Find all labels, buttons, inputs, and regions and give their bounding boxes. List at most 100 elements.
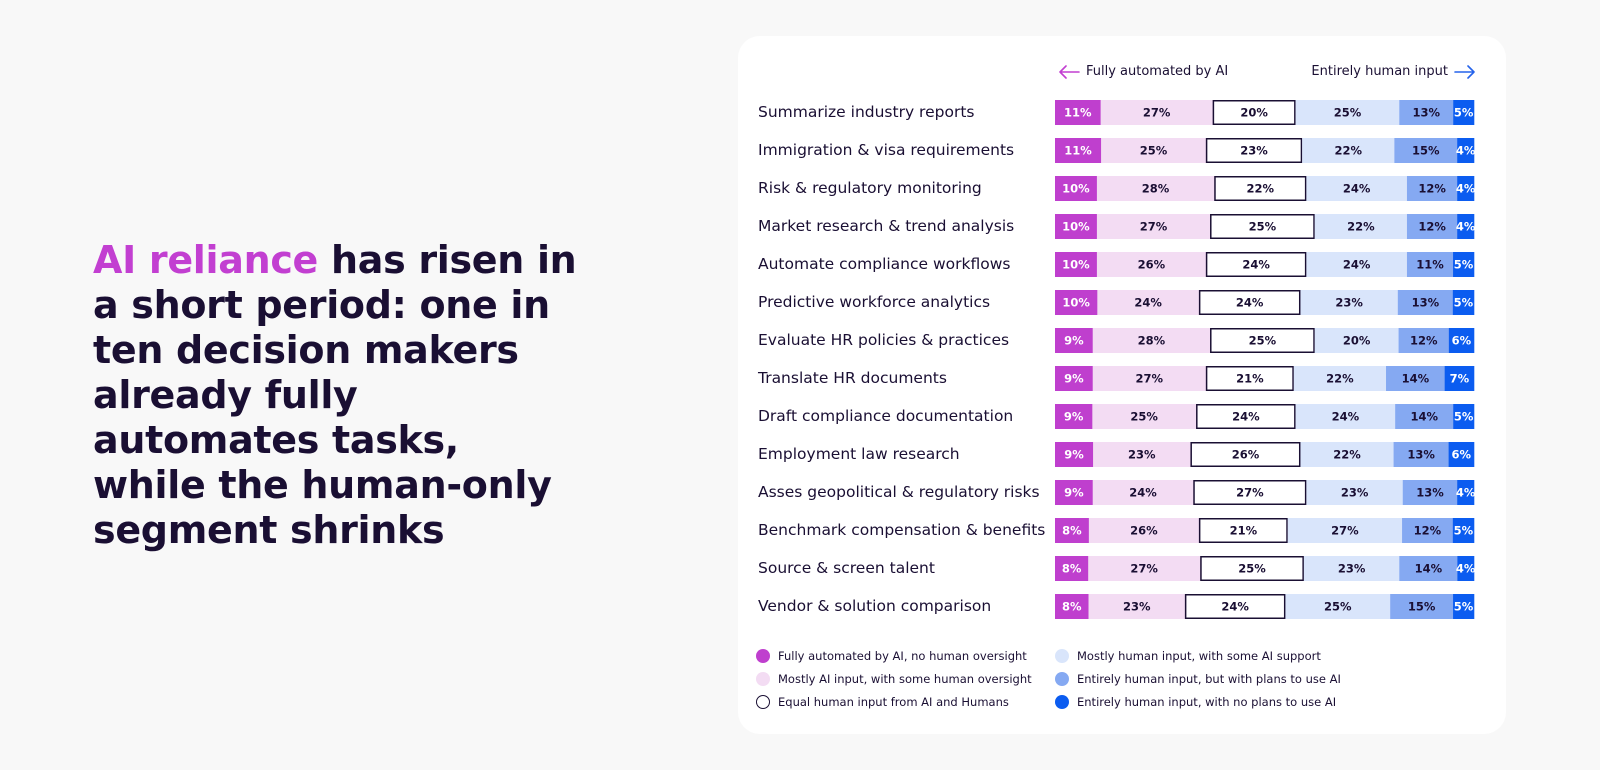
bar-segment-s5: [1399, 556, 1458, 581]
bar-segment-s4: [1303, 556, 1400, 581]
bar-segment-s2: [1092, 366, 1207, 391]
data-label: 27%: [1140, 220, 1168, 234]
bar-segment-s4: [1306, 480, 1404, 505]
bar-segment-s3: [1200, 556, 1304, 581]
bar-segment-s4: [1295, 404, 1396, 429]
bar-segment-s1: [1055, 176, 1098, 201]
bar-segment-s3: [1193, 480, 1307, 505]
legend-swatch: [1055, 695, 1069, 709]
data-label: 22%: [1247, 182, 1275, 196]
bar-segment-s6: [1457, 214, 1475, 239]
data-label: 15%: [1412, 144, 1440, 158]
row-label: Vendor & solution comparison: [758, 597, 991, 615]
bar-segment-s3: [1214, 176, 1307, 201]
bar-row-predictive-workforce-analytics: Predictive workforce analytics 10% 24% 24% 2…: [758, 290, 1475, 315]
bar-segment-s5: [1398, 328, 1450, 353]
data-label: 6%: [1452, 334, 1472, 348]
bar-row-employment-law-research: Employment law research 9% 23% 26% 22% 13% 6%: [758, 442, 1475, 467]
row-label: Source & screen talent: [758, 559, 935, 577]
data-label: 25%: [1140, 144, 1168, 158]
data-label: 25%: [1249, 334, 1277, 348]
legend-item-entirely-human-input-but-with-plans-to-use-ai: Entirely human input, but with plans to …: [1055, 672, 1341, 686]
bar-segment-s3: [1184, 594, 1286, 619]
bar-segment-s2: [1092, 404, 1197, 429]
row-label: Immigration & visa requirements: [758, 141, 1014, 159]
data-label: 12%: [1418, 182, 1446, 196]
bar-segment-s1: [1055, 100, 1101, 125]
data-label: 5%: [1454, 296, 1474, 310]
legend-label: Mostly AI input, with some human oversig…: [778, 672, 1032, 686]
data-label: 24%: [1242, 258, 1270, 272]
data-label: 23%: [1240, 144, 1268, 158]
bar-segment-s2: [1088, 556, 1201, 581]
data-label: 25%: [1334, 106, 1362, 120]
bar-segment-s4: [1295, 100, 1400, 125]
bar-segment-s1: [1055, 556, 1089, 581]
bar-segment-s6: [1452, 290, 1475, 315]
row-label: Automate compliance workflows: [758, 255, 1011, 273]
bar-segment-s1: [1055, 252, 1098, 277]
data-label: 13%: [1412, 296, 1440, 310]
bar-segment-s5: [1399, 100, 1454, 125]
stacked-bar-chart: Summarize industry reports 11% 27% 20% 25% 13…: [757, 100, 1476, 619]
data-label: 8%: [1062, 600, 1082, 614]
data-label: 25%: [1249, 220, 1277, 234]
data-label: 12%: [1410, 334, 1438, 348]
bar-segment-s4: [1314, 214, 1408, 239]
bar-segment-s2: [1101, 138, 1207, 163]
data-label: 25%: [1324, 600, 1352, 614]
bar-segment-s2: [1100, 100, 1213, 125]
bar-segment-s4: [1287, 518, 1403, 543]
legend-swatch: [756, 695, 770, 709]
bar-segment-s3: [1212, 100, 1296, 125]
bar-segment-s6: [1453, 404, 1475, 429]
data-label: 9%: [1064, 334, 1084, 348]
data-label: 5%: [1454, 524, 1474, 538]
data-label: 26%: [1138, 258, 1166, 272]
data-label: 14%: [1410, 410, 1438, 424]
headline: AI reliance has risen in a short period:…: [93, 238, 583, 553]
bar-segment-s1: [1055, 290, 1098, 315]
bar-segment-s6: [1457, 138, 1475, 163]
row-label: Asses geopolitical & regulatory risks: [758, 483, 1040, 501]
row-label: Translate HR documents: [757, 369, 947, 387]
data-label: 20%: [1343, 334, 1371, 348]
data-label: 24%: [1232, 410, 1260, 424]
bar-segment-s6: [1448, 442, 1475, 467]
data-label: 8%: [1062, 562, 1082, 576]
legend-swatch: [756, 672, 770, 686]
bar-row-asses-geopolitical-regulatory-risks: Asses geopolitical & regulatory risks 9% 2…: [758, 480, 1476, 505]
bar-segment-s5: [1406, 214, 1458, 239]
data-label: 24%: [1236, 296, 1264, 310]
data-label: 22%: [1333, 448, 1361, 462]
data-label: 10%: [1062, 296, 1090, 310]
bar-row-summarize-industry-reports: Summarize industry reports 11% 27% 20% 25% 13…: [758, 100, 1475, 125]
data-label: 27%: [1130, 562, 1158, 576]
data-label: 4%: [1456, 144, 1476, 158]
legend-item-mostly-ai-input-with-some-human-oversight: Mostly AI input, with some human oversig…: [756, 672, 1032, 686]
bar-row-draft-compliance-documentation: Draft compliance documentation 9% 25% 24% 24…: [758, 404, 1475, 429]
data-label: 27%: [1236, 486, 1264, 500]
bar-segment-s1: [1055, 594, 1089, 619]
bar-segment-s1: [1055, 442, 1094, 467]
bar-segment-s3: [1205, 138, 1303, 163]
bar-segment-s6: [1453, 594, 1475, 619]
bar-segment-s6: [1453, 100, 1475, 125]
bar-row-immigration-visa-requirements: Immigration & visa requirements 11% 25% 23%…: [758, 138, 1476, 163]
bar-segment-s2: [1096, 252, 1207, 277]
row-label: Benchmark compensation & benefits: [758, 521, 1045, 539]
bar-segment-s4: [1300, 290, 1399, 315]
bar-segment-s4: [1285, 594, 1391, 619]
bar-segment-s3: [1198, 518, 1288, 543]
legend-item-mostly-human-input-with-some-ai-support: Mostly human input, with some AI support: [1055, 649, 1321, 663]
bar-segment-s6: [1453, 252, 1475, 277]
bar-segment-s1: [1055, 366, 1094, 391]
data-label: 21%: [1230, 524, 1258, 538]
bar-segment-s1: [1055, 328, 1094, 353]
data-label: 13%: [1416, 486, 1444, 500]
bar-segment-s2: [1088, 594, 1186, 619]
data-label: 23%: [1341, 486, 1369, 500]
bar-segment-s1: [1055, 480, 1094, 505]
headline-highlight: AI reliance: [93, 238, 319, 282]
headline-rest: has risen in a short period: one in ten …: [93, 238, 577, 552]
